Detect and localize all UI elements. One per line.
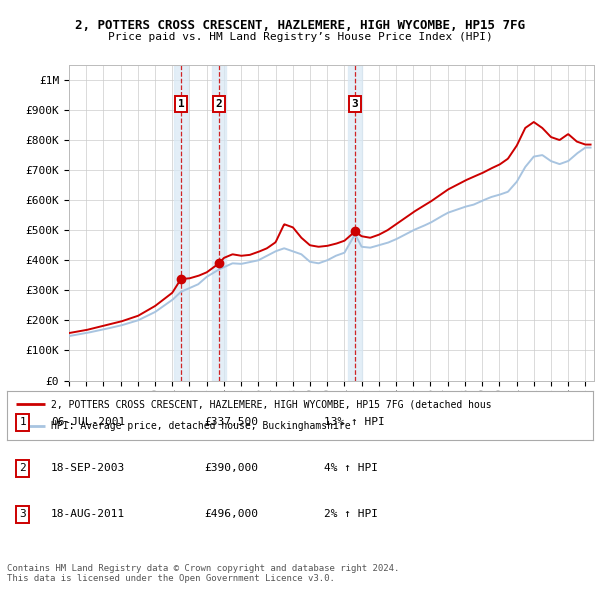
Text: £337,500: £337,500 [204,418,258,427]
Bar [348,65,362,381]
Text: 4% ↑ HPI: 4% ↑ HPI [324,464,378,473]
Text: 2% ↑ HPI: 2% ↑ HPI [324,510,378,519]
Bar [174,65,188,381]
Bar [212,65,226,381]
Text: Price paid vs. HM Land Registry’s House Price Index (HPI): Price paid vs. HM Land Registry’s House … [107,32,493,42]
Text: £390,000: £390,000 [204,464,258,473]
Text: 13% ↑ HPI: 13% ↑ HPI [324,418,385,427]
Text: 2, POTTERS CROSS CRESCENT, HAZLEMERE, HIGH WYCOMBE, HP15 7FG: 2, POTTERS CROSS CRESCENT, HAZLEMERE, HI… [75,19,525,32]
Text: Contains HM Land Registry data © Crown copyright and database right 2024.
This d: Contains HM Land Registry data © Crown c… [7,563,400,583]
Text: 3: 3 [352,99,358,109]
Text: 18-AUG-2011: 18-AUG-2011 [51,510,125,519]
Text: 06-JUL-2001: 06-JUL-2001 [51,418,125,427]
Text: 1: 1 [178,99,184,109]
Text: £496,000: £496,000 [204,510,258,519]
Text: 1: 1 [19,418,26,427]
Text: 2: 2 [19,464,26,473]
Text: 2, POTTERS CROSS CRESCENT, HAZLEMERE, HIGH WYCOMBE, HP15 7FG (detached hous: 2, POTTERS CROSS CRESCENT, HAZLEMERE, HI… [51,399,492,409]
Text: 2: 2 [216,99,223,109]
Text: 3: 3 [19,510,26,519]
Text: HPI: Average price, detached house, Buckinghamshire: HPI: Average price, detached house, Buck… [51,421,351,431]
Text: 18-SEP-2003: 18-SEP-2003 [51,464,125,473]
